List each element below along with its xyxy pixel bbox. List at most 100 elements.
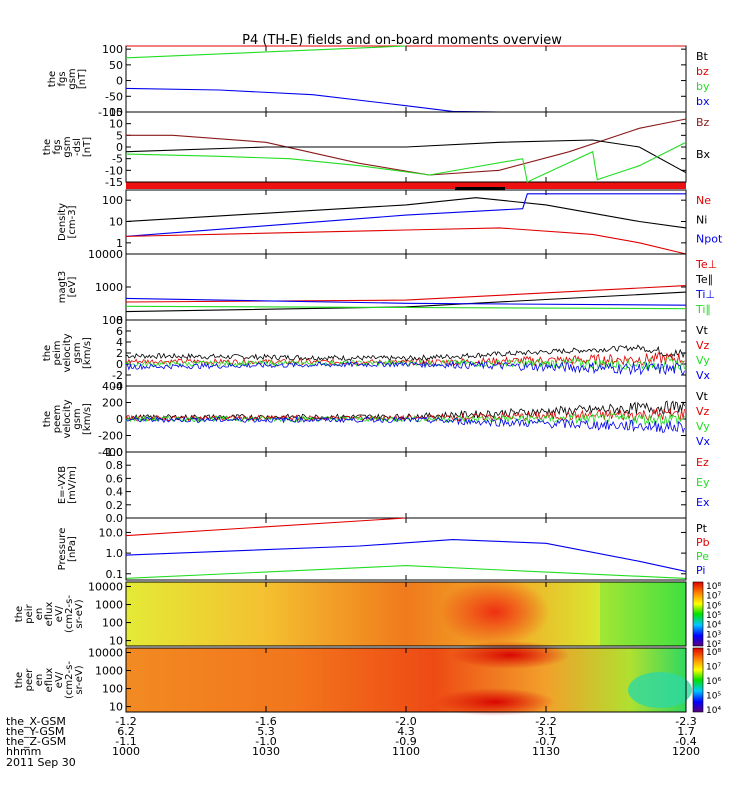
y-axis-label-line: gsm bbox=[72, 342, 83, 363]
y-tick-label: 0 bbox=[116, 141, 123, 154]
colorbar-tick-label: 10⁵ bbox=[706, 611, 721, 621]
y-tick-label: 4 bbox=[116, 336, 123, 349]
y-axis-label-line: Pressure bbox=[57, 528, 68, 571]
y-axis-label-line: gsm bbox=[62, 136, 73, 157]
series-Vx bbox=[125, 415, 685, 434]
y-tick-label: 10.0 bbox=[99, 526, 124, 539]
y-tick-label: 100 bbox=[102, 194, 123, 207]
y-tick-label: 10 bbox=[109, 118, 123, 131]
y-axis-label-line: eV/ bbox=[54, 605, 65, 622]
panel-frame bbox=[125, 517, 687, 581]
y-axis-label-line: the bbox=[42, 411, 53, 427]
series-Vy bbox=[125, 412, 685, 427]
panel-frame bbox=[125, 451, 687, 519]
aux-row-value: 3.1 bbox=[537, 725, 555, 738]
panel-frame bbox=[125, 45, 687, 113]
aux-row-value: -1.2 bbox=[115, 715, 136, 728]
y-axis-label-line: -dsl bbox=[72, 138, 83, 156]
y-tick-label: -50 bbox=[105, 90, 123, 103]
aux-row-value: 1.7 bbox=[677, 725, 695, 738]
aux-row-value: -1.0 bbox=[255, 735, 276, 748]
y-axis-label-line: en bbox=[34, 608, 45, 621]
y-axis-label: thepeemvelocitygsm[km/s] bbox=[42, 399, 93, 438]
y-tick-label: 50 bbox=[109, 59, 123, 72]
legend-entry: Bz bbox=[696, 116, 710, 129]
aux-row-label: the_Z-GSM bbox=[6, 735, 66, 748]
y-tick-label: 100 bbox=[102, 617, 123, 630]
spectrogram-axes: 10000100010010thepeirenefluxeV/(cm2-s-sr… bbox=[14, 581, 687, 714]
series-Vt bbox=[125, 400, 685, 422]
y-tick-label: 8 bbox=[116, 314, 123, 327]
y-axis-label: Pressure[nPa] bbox=[57, 528, 78, 571]
legend-entry: Pe bbox=[696, 550, 709, 563]
y-tick-label: 1000 bbox=[95, 665, 123, 678]
y-tick-label: 10 bbox=[109, 635, 123, 648]
y-axis-label: magt3[eV] bbox=[57, 271, 78, 304]
y-axis-label-line: peer bbox=[24, 668, 35, 692]
aux-row-value: -0.4 bbox=[675, 735, 696, 748]
colorbar-tick-label: 10⁵ bbox=[706, 692, 721, 702]
y-tick-label: 1000 bbox=[95, 599, 123, 612]
series-by bbox=[125, 45, 407, 59]
y-axis-label-line: [nPa] bbox=[67, 536, 78, 562]
electron-spectrogram-low-region bbox=[628, 672, 692, 708]
panel-fgs_gsm: 100 50 0 -50 -100 thefgsgsm[nT] Bt bz by bx bbox=[47, 43, 710, 119]
panel-frame bbox=[125, 319, 687, 387]
y-axis-label-line: peim bbox=[52, 340, 63, 365]
legend-entry: Vz bbox=[696, 405, 710, 418]
y-tick-label: 1 bbox=[116, 237, 123, 250]
y-tick-label: -100 bbox=[98, 106, 123, 119]
legend-entry: Pt bbox=[696, 522, 708, 535]
y-tick-label: 100 bbox=[102, 43, 123, 56]
aux-row-value: 5.3 bbox=[257, 725, 275, 738]
colorbar-tick-label: 10⁷ bbox=[706, 592, 721, 602]
y-tick-label: 10 bbox=[109, 216, 123, 229]
y-axis-label-line: [nT] bbox=[82, 137, 93, 157]
electron-spectrogram-base bbox=[126, 648, 686, 712]
y-axis-label: thefgsgsm[nT] bbox=[47, 68, 88, 89]
y-tick-label: 1000 bbox=[95, 281, 123, 294]
legend-entry: Ex bbox=[696, 496, 710, 509]
colorbar-tick-label: 10⁴ bbox=[706, 621, 721, 631]
y-tick-label: 10000 bbox=[88, 248, 123, 261]
y-tick-label: -4 bbox=[112, 380, 123, 393]
aux-row-value: -1.6 bbox=[255, 715, 276, 728]
ion-spectrogram bbox=[126, 578, 686, 646]
legend-entry: Ne bbox=[696, 194, 711, 207]
colorbar-tick-label: 10⁷ bbox=[706, 663, 721, 673]
y-tick-label: 5 bbox=[116, 129, 123, 142]
x-tick-label: 1030 bbox=[252, 745, 280, 758]
legend-entry: Te⊥ bbox=[695, 258, 717, 271]
legend-entry: Te∥ bbox=[695, 273, 713, 286]
y-axis-label-line: [cm-3] bbox=[67, 205, 78, 238]
y-tick-label: 0 bbox=[116, 75, 123, 88]
panel-frame bbox=[125, 189, 687, 255]
ion-spectrogram-base bbox=[126, 582, 686, 646]
chart-title: P4 (TH-E) fields and on-board moments ov… bbox=[242, 33, 562, 48]
y-axis-label-line: gsm bbox=[72, 408, 83, 429]
ion-colorbar bbox=[692, 581, 704, 647]
x-axis-label: hhmm bbox=[6, 745, 41, 758]
series-By bbox=[125, 141, 687, 183]
y-axis-label-line: sr-eV) bbox=[74, 665, 85, 694]
y-tick-label: 200 bbox=[102, 397, 123, 410]
electron-colorbar bbox=[692, 647, 704, 713]
electron-spectrogram bbox=[126, 641, 692, 716]
y-tick-label: -5 bbox=[112, 153, 123, 166]
y-tick-label: 0.6 bbox=[106, 472, 124, 485]
legend-entry: Vy bbox=[696, 354, 710, 367]
y-axis-label: thefgsgsm-dsl[nT] bbox=[42, 136, 93, 157]
aux-row-value: -2.3 bbox=[675, 715, 696, 728]
y-tick-label: 400 bbox=[102, 380, 123, 393]
series-Vz bbox=[125, 352, 685, 366]
y-axis-label-line: the bbox=[47, 71, 58, 87]
time-axis: the_X-GSM -1.2 -1.6 -2.0 -2.2 -2.3 the_Y-GSM 6.… bbox=[6, 582, 700, 769]
colorbar-tick-label: 10⁶ bbox=[706, 601, 721, 611]
y-tick-label: -10 bbox=[105, 164, 123, 177]
electron-spectrogram-peak-low bbox=[435, 688, 555, 716]
y-axis-label-line: the bbox=[14, 672, 25, 688]
